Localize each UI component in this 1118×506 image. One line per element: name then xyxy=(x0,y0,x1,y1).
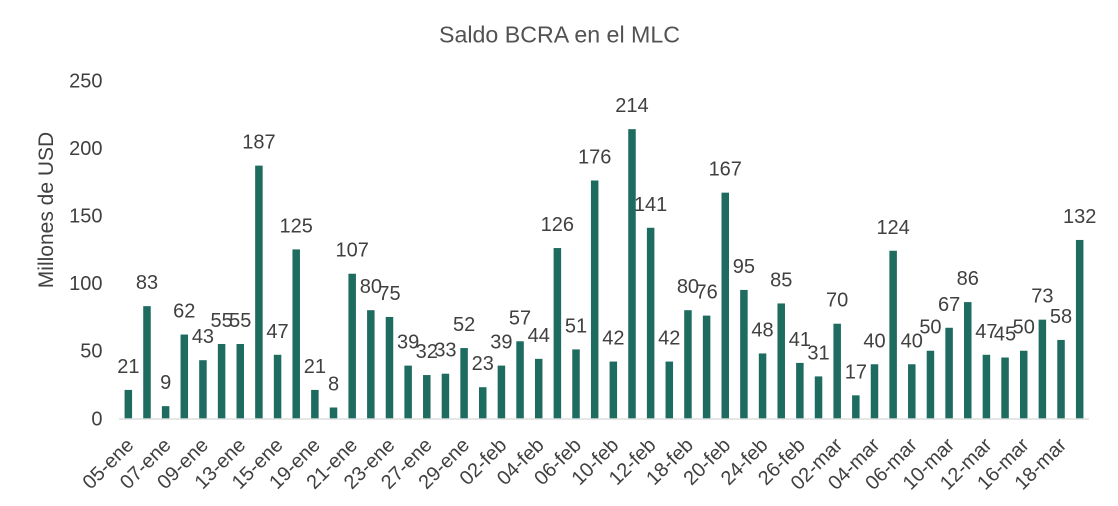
svg-text:167: 167 xyxy=(709,159,742,181)
svg-text:150: 150 xyxy=(69,206,102,228)
svg-text:214: 214 xyxy=(615,95,648,117)
svg-text:23: 23 xyxy=(472,353,494,375)
svg-text:83: 83 xyxy=(136,272,158,294)
svg-text:51: 51 xyxy=(565,315,587,337)
svg-text:95: 95 xyxy=(733,256,755,278)
svg-text:73: 73 xyxy=(1031,286,1053,308)
svg-text:21: 21 xyxy=(304,356,326,378)
svg-text:55: 55 xyxy=(210,310,232,332)
svg-text:187: 187 xyxy=(242,132,275,154)
svg-text:33: 33 xyxy=(434,340,456,362)
svg-text:31: 31 xyxy=(807,342,829,364)
svg-text:47: 47 xyxy=(975,321,997,343)
svg-text:76: 76 xyxy=(695,282,717,304)
svg-text:250: 250 xyxy=(69,71,102,93)
svg-text:57: 57 xyxy=(509,307,531,329)
svg-text:47: 47 xyxy=(266,321,288,343)
svg-text:86: 86 xyxy=(957,268,979,290)
svg-text:50: 50 xyxy=(919,317,941,339)
svg-text:58: 58 xyxy=(1050,306,1072,328)
svg-text:50: 50 xyxy=(1013,317,1035,339)
svg-text:48: 48 xyxy=(751,319,773,341)
svg-text:Millones de USD: Millones de USD xyxy=(35,132,58,288)
svg-text:100: 100 xyxy=(69,273,102,295)
svg-text:132: 132 xyxy=(1063,206,1096,228)
svg-text:124: 124 xyxy=(876,217,909,239)
svg-text:40: 40 xyxy=(901,330,923,352)
svg-text:21: 21 xyxy=(117,356,139,378)
svg-text:70: 70 xyxy=(826,290,848,312)
svg-text:9: 9 xyxy=(160,372,171,394)
svg-text:176: 176 xyxy=(578,146,611,168)
svg-text:32: 32 xyxy=(416,341,438,363)
svg-text:200: 200 xyxy=(69,138,102,160)
svg-text:39: 39 xyxy=(490,332,512,354)
svg-text:0: 0 xyxy=(91,408,102,430)
svg-text:50: 50 xyxy=(80,341,102,363)
svg-text:85: 85 xyxy=(770,269,792,291)
svg-text:141: 141 xyxy=(634,194,667,216)
svg-text:Saldo BCRA en el MLC: Saldo BCRA en el MLC xyxy=(439,22,680,48)
svg-text:8: 8 xyxy=(328,373,339,395)
svg-text:125: 125 xyxy=(280,215,313,237)
svg-text:43: 43 xyxy=(192,326,214,348)
svg-text:55: 55 xyxy=(229,310,251,332)
svg-text:45: 45 xyxy=(994,324,1016,346)
svg-text:41: 41 xyxy=(789,329,811,351)
svg-text:107: 107 xyxy=(335,240,368,262)
svg-text:40: 40 xyxy=(863,330,885,352)
svg-text:17: 17 xyxy=(845,361,867,383)
svg-text:80: 80 xyxy=(360,276,382,298)
svg-text:75: 75 xyxy=(378,283,400,305)
svg-text:126: 126 xyxy=(541,214,574,236)
svg-text:80: 80 xyxy=(677,276,699,298)
svg-text:42: 42 xyxy=(602,328,624,350)
svg-text:67: 67 xyxy=(938,294,960,316)
svg-text:62: 62 xyxy=(173,301,195,323)
svg-text:44: 44 xyxy=(528,325,550,347)
svg-text:52: 52 xyxy=(453,314,475,336)
svg-text:42: 42 xyxy=(658,328,680,350)
svg-text:39: 39 xyxy=(397,332,419,354)
